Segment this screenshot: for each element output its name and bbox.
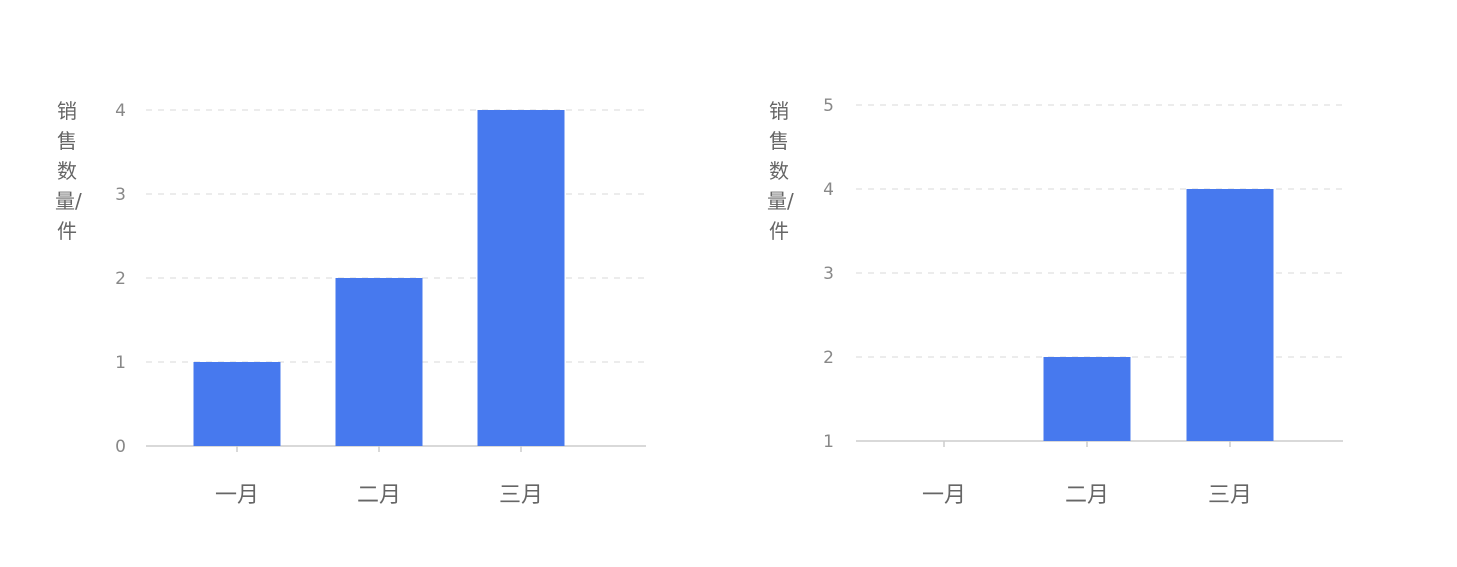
y-tick-label: 2 xyxy=(823,348,834,368)
y-tick-label: 2 xyxy=(115,269,126,289)
y-tick-label: 3 xyxy=(823,264,834,284)
x-tick-label: 二月 xyxy=(1065,483,1109,508)
y-axis-title: 销售数量/件 xyxy=(767,99,794,243)
y-tick-label: 5 xyxy=(823,96,834,116)
x-tick-label: 一月 xyxy=(922,483,966,508)
x-tick-label: 三月 xyxy=(1208,483,1252,508)
chart-canvas: 1 2 3 4 5 一月 二月 三月 xyxy=(823,96,1343,508)
x-tick-label: 二月 xyxy=(357,483,401,508)
sales-bar-chart-left: 销售数量/件 0 1 2 3 4 一月 二月 三月 xyxy=(0,0,720,567)
x-tick-label: 三月 xyxy=(499,483,543,508)
chart-canvas: 0 1 2 3 4 一月 二月 三月 xyxy=(115,101,646,508)
y-tick-label: 1 xyxy=(115,353,126,373)
y-tick-label: 1 xyxy=(823,432,834,452)
y-tick-label: 3 xyxy=(115,185,126,205)
y-tick-label: 4 xyxy=(115,101,126,121)
bar xyxy=(193,362,281,446)
bar xyxy=(335,278,423,446)
bar xyxy=(1043,357,1131,441)
y-tick-label: 0 xyxy=(115,437,126,457)
x-tick-label: 一月 xyxy=(215,483,259,508)
sales-bar-chart-right: 销售数量/件 1 2 3 4 5 一月 二月 三月 xyxy=(720,0,1457,567)
bar xyxy=(477,110,565,446)
y-axis-title: 销售数量/件 xyxy=(55,99,82,243)
bar xyxy=(1186,189,1274,441)
y-tick-label: 4 xyxy=(823,180,834,200)
